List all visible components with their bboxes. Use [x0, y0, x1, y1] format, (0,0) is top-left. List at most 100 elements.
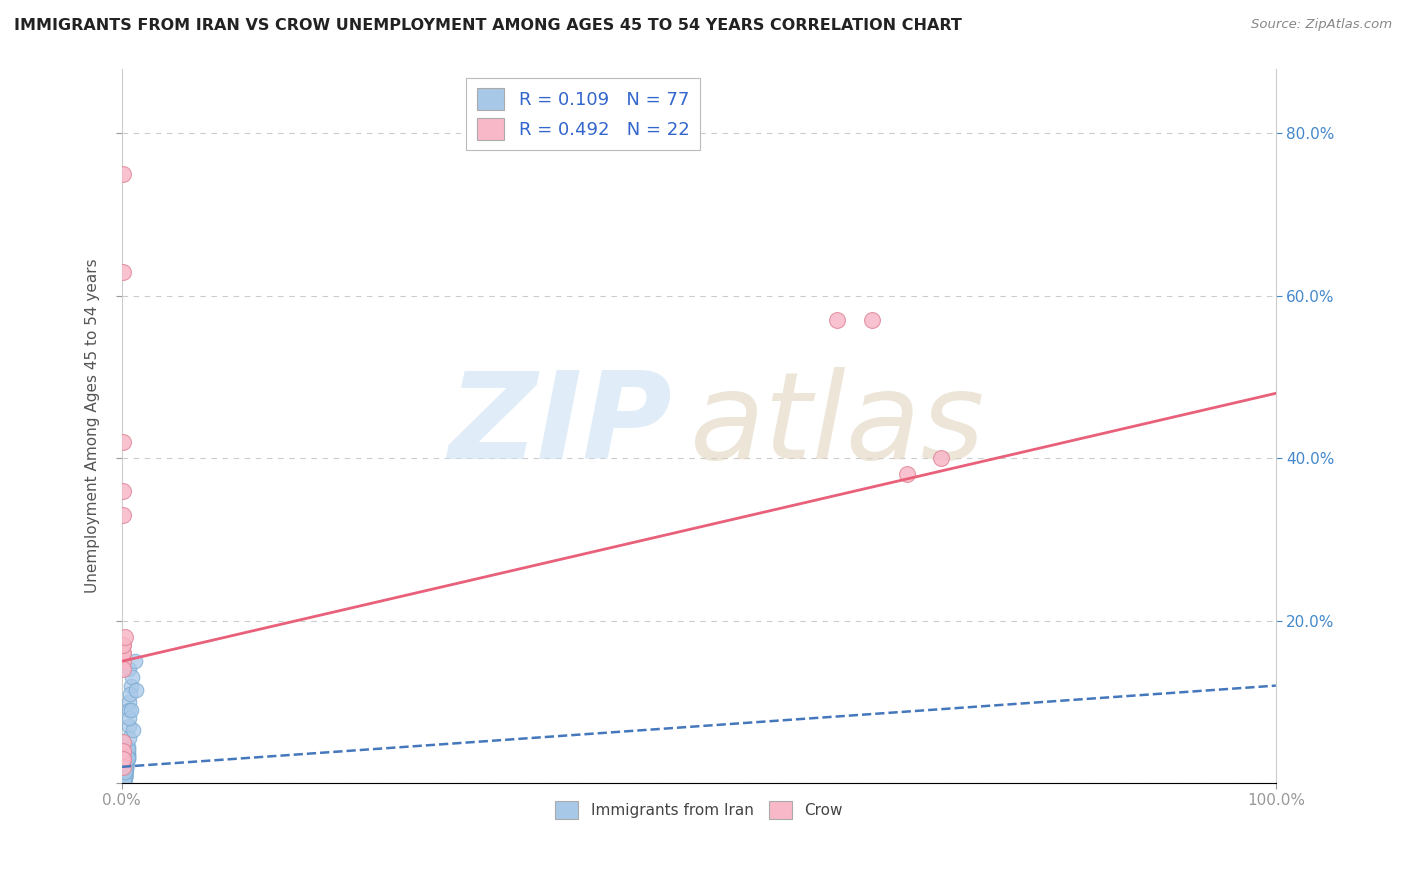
Point: [117, 742, 139, 756]
Point: [117, 745, 139, 759]
Text: Source: ZipAtlas.com: Source: ZipAtlas.com: [1251, 18, 1392, 31]
Point: [121, 671, 143, 685]
Point: [120, 679, 142, 693]
Point: [111, 483, 134, 498]
Point: [111, 760, 134, 774]
Point: [111, 775, 134, 789]
Point: [111, 167, 134, 181]
Point: [118, 719, 141, 733]
Point: [112, 772, 135, 787]
Point: [929, 451, 952, 466]
Point: [827, 313, 849, 327]
Point: [124, 654, 146, 668]
Point: [111, 435, 134, 450]
Point: [115, 753, 138, 767]
Point: [115, 761, 138, 775]
Point: [112, 771, 135, 785]
Point: [111, 775, 134, 789]
Legend: Immigrants from Iran, Crow: Immigrants from Iran, Crow: [550, 795, 848, 825]
Point: [118, 695, 141, 709]
Point: [115, 756, 138, 771]
Point: [896, 467, 918, 482]
Point: [112, 772, 135, 786]
Point: [112, 772, 135, 787]
Point: [111, 773, 134, 788]
Text: ZIP: ZIP: [449, 368, 672, 484]
Point: [114, 770, 136, 784]
Point: [111, 638, 134, 652]
Point: [111, 775, 134, 789]
Point: [114, 766, 136, 780]
Point: [112, 764, 135, 778]
Point: [111, 773, 134, 788]
Point: [111, 638, 134, 652]
Point: [117, 749, 139, 764]
Point: [114, 769, 136, 783]
Point: [111, 646, 134, 660]
Point: [118, 703, 141, 717]
Point: [115, 758, 138, 772]
Point: [111, 774, 134, 789]
Point: [112, 773, 135, 788]
Point: [117, 751, 139, 765]
Point: [111, 774, 134, 789]
Point: [115, 756, 138, 770]
Point: [114, 766, 136, 780]
Y-axis label: Unemployment Among Ages 45 to 54 years: Unemployment Among Ages 45 to 54 years: [86, 259, 100, 593]
Point: [118, 687, 141, 701]
Text: atlas: atlas: [689, 368, 986, 484]
Point: [112, 773, 135, 788]
Point: [112, 772, 135, 786]
Point: [111, 508, 134, 522]
Point: [111, 743, 134, 757]
Point: [112, 770, 135, 784]
Point: [122, 723, 145, 738]
Point: [118, 711, 141, 725]
Point: [112, 766, 135, 780]
Point: [111, 771, 134, 785]
Point: [114, 771, 136, 785]
Point: [112, 763, 135, 777]
Point: [117, 752, 139, 766]
Point: [860, 313, 883, 327]
Point: [114, 767, 136, 781]
Point: [112, 768, 135, 782]
Point: [111, 654, 134, 668]
Point: [112, 770, 135, 784]
Point: [111, 775, 134, 789]
Point: [114, 770, 136, 784]
Point: [115, 762, 138, 776]
Point: [114, 765, 136, 780]
Point: [112, 770, 135, 784]
Point: [111, 264, 134, 278]
Point: [111, 662, 134, 676]
Point: [112, 769, 135, 783]
Point: [111, 646, 134, 660]
Point: [118, 662, 141, 676]
Point: [111, 735, 134, 749]
Point: [114, 764, 136, 779]
Point: [114, 752, 136, 766]
Point: [115, 756, 138, 770]
Point: [115, 754, 138, 768]
Point: [111, 752, 134, 766]
Point: [111, 752, 134, 766]
Point: [124, 682, 146, 697]
Point: [114, 765, 136, 780]
Point: [112, 772, 135, 787]
Point: [111, 772, 134, 786]
Point: [117, 739, 139, 754]
Point: [114, 761, 136, 775]
Point: [111, 774, 134, 789]
Point: [114, 630, 136, 644]
Point: [115, 760, 138, 774]
Point: [112, 771, 135, 785]
Point: [114, 767, 136, 781]
Point: [114, 761, 136, 775]
Point: [114, 768, 136, 782]
Point: [115, 758, 138, 772]
Point: [111, 743, 134, 757]
Point: [120, 703, 142, 717]
Point: [111, 760, 134, 774]
Point: [115, 759, 138, 773]
